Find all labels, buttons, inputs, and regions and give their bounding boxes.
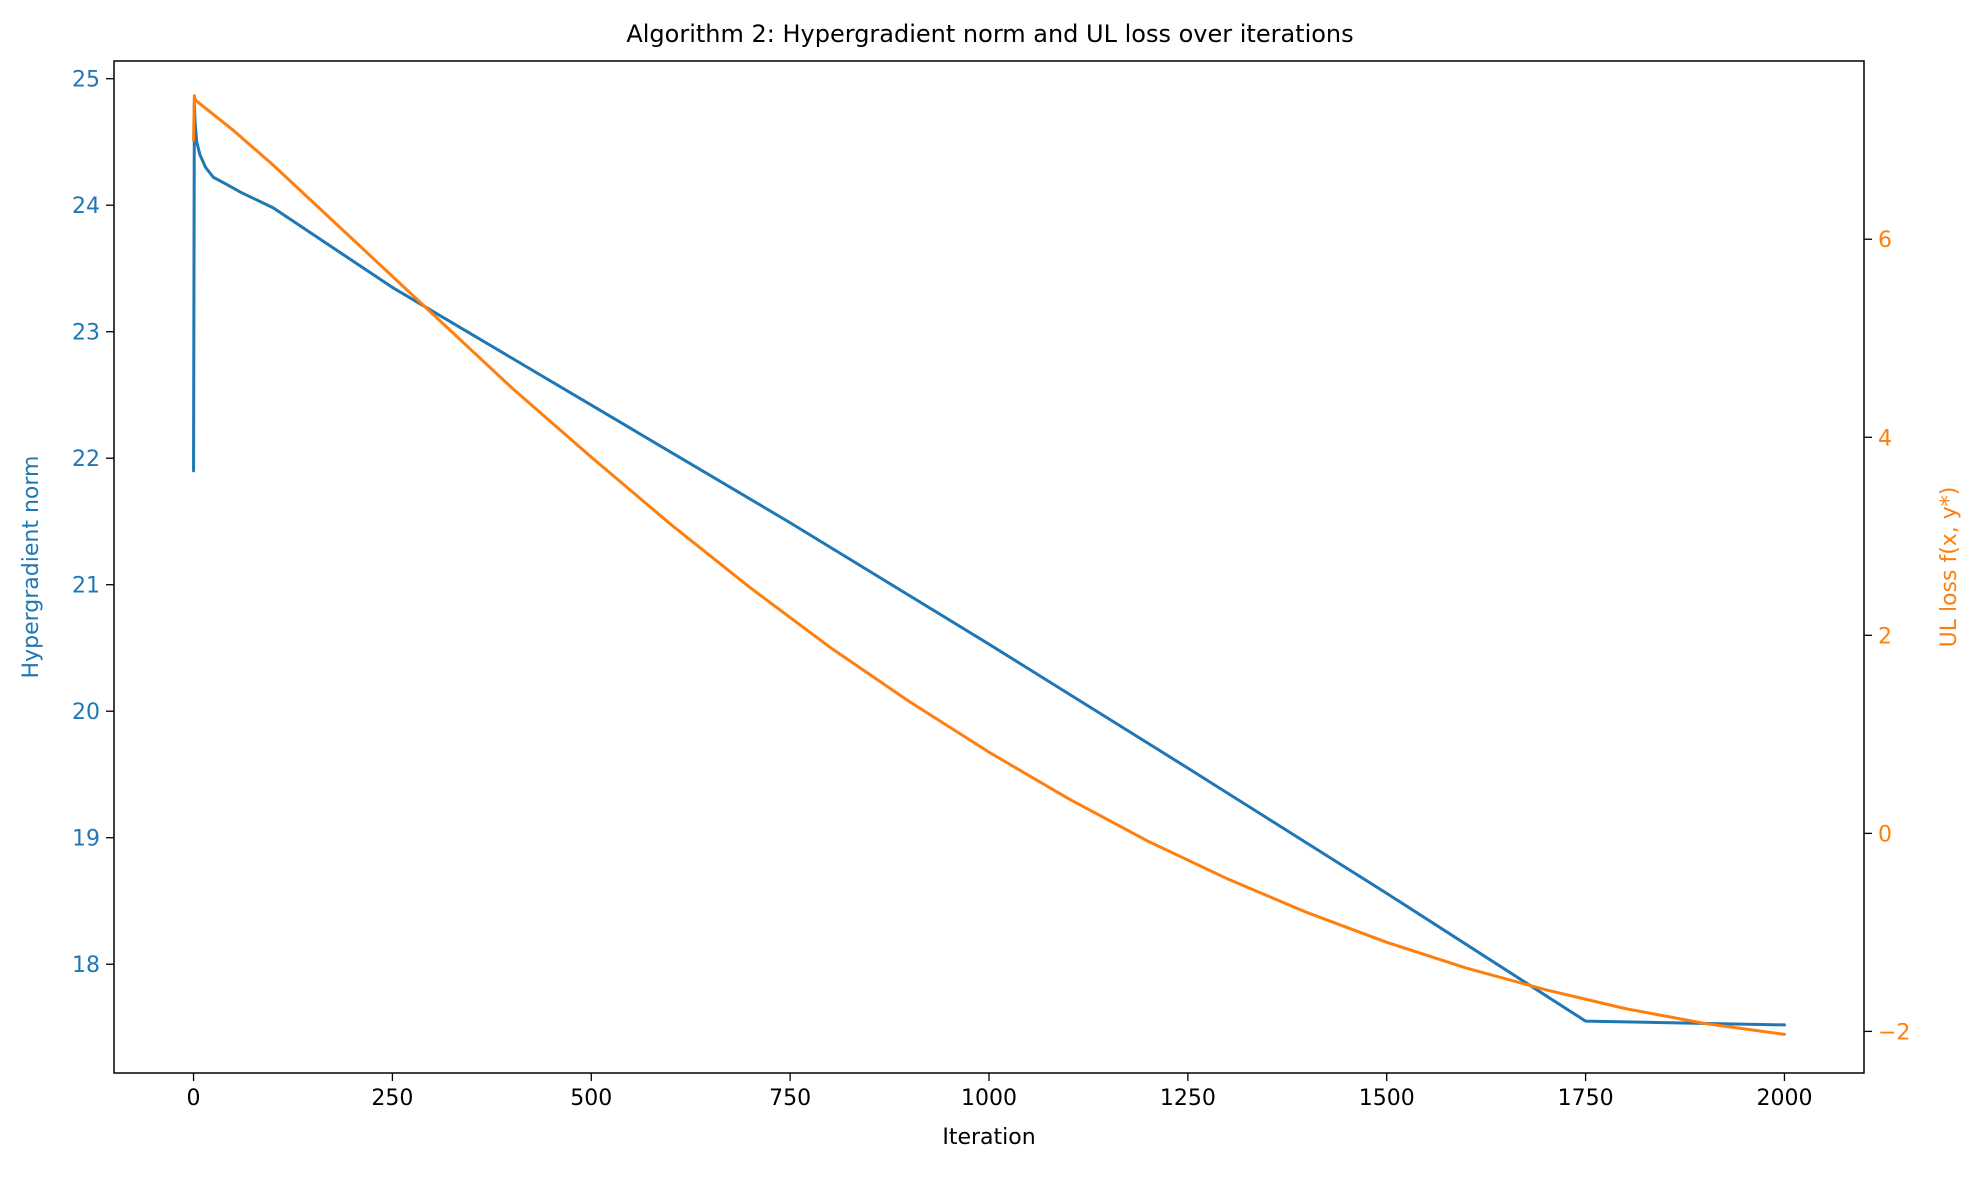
x-tick-label: 1250 <box>1160 1086 1216 1111</box>
y-right-tick-label: 6 <box>1878 228 1892 253</box>
y-axis-left: 18 19 20 21 22 23 24 25 <box>72 68 114 978</box>
x-tick-label: 750 <box>769 1086 811 1111</box>
x-tick-label: 1000 <box>961 1086 1017 1111</box>
y-left-tick-label: 21 <box>72 574 100 599</box>
plot-frame <box>113 60 1865 1074</box>
y-left-tick-label: 24 <box>72 194 100 219</box>
x-tick-label: 0 <box>187 1086 201 1111</box>
x-tick-label: 2000 <box>1756 1086 1812 1111</box>
plot-area <box>113 60 1865 1074</box>
ul-loss-series-line <box>192 94 1786 1036</box>
x-tick-label: 1750 <box>1558 1086 1614 1111</box>
y-axis-left-label: Hypergradient norm <box>19 456 44 679</box>
x-axis-label: Iteration <box>942 1125 1035 1150</box>
chart-title: Algorithm 2: Hypergradient norm and UL l… <box>626 20 1353 48</box>
x-tick-label: 1500 <box>1359 1086 1415 1111</box>
y-right-tick-label: −2 <box>1878 1020 1910 1045</box>
series-layer <box>192 94 1786 1036</box>
y-right-tick-label: 2 <box>1878 624 1892 649</box>
y-left-tick-label: 22 <box>72 447 100 472</box>
hypergradient-norm-series-line <box>192 102 1786 1027</box>
y-right-tick-label: 4 <box>1878 426 1892 451</box>
x-axis: 0 250 500 750 1000 1250 1500 1750 2000 <box>187 1073 1812 1111</box>
x-tick-label: 500 <box>570 1086 612 1111</box>
y-right-tick-label: 0 <box>1878 822 1892 847</box>
y-left-tick-label: 25 <box>72 68 100 93</box>
y-axis-right: −2 0 2 4 6 <box>1864 228 1910 1045</box>
x-tick-label: 250 <box>371 1086 413 1111</box>
y-left-tick-label: 23 <box>72 321 100 346</box>
y-left-tick-label: 18 <box>72 953 100 978</box>
y-axis-right-label: UL loss f(x, y*) <box>1937 487 1962 648</box>
y-left-tick-label: 19 <box>72 827 100 852</box>
y-left-tick-label: 20 <box>72 700 100 725</box>
